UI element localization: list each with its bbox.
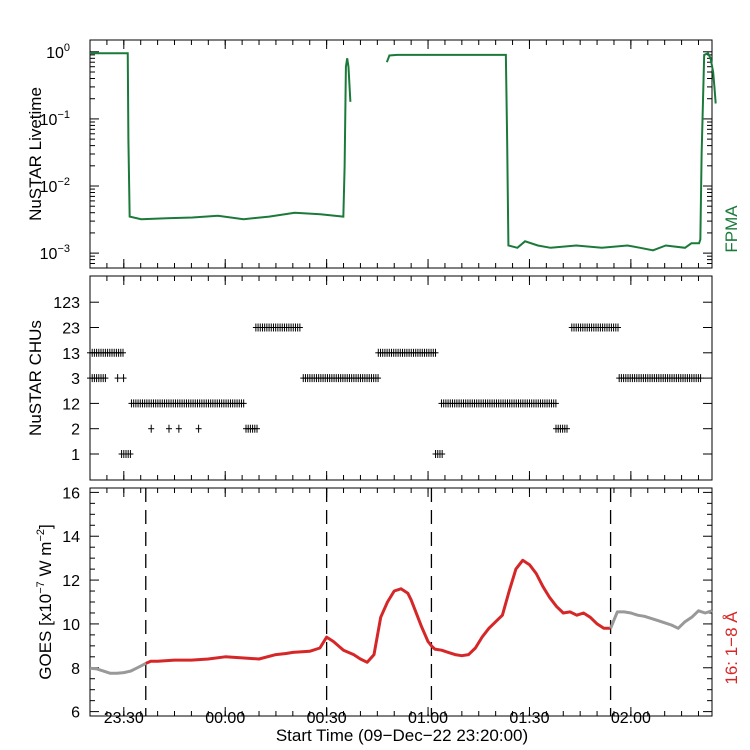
chus-marker-run	[252, 323, 303, 332]
chus-tick-label: 3	[71, 371, 80, 388]
chus-marker-run	[87, 348, 126, 357]
chus-marker-run	[242, 424, 260, 433]
chus-marker-run	[87, 374, 109, 383]
chus-marker-run	[175, 424, 182, 433]
livetime-tick-label: 100	[46, 42, 70, 62]
goes-x-tick-label: 01:00	[408, 710, 448, 727]
chus-ylabel: NuSTAR CHUs	[26, 320, 45, 436]
goes-ylabel-exp2: −2	[35, 529, 47, 542]
chus-tick-label: 23	[62, 321, 80, 338]
goes-ylabel-main: GOES [x10	[36, 594, 55, 680]
goes-tick-label: 10	[62, 617, 80, 634]
chus-marker-run	[165, 424, 172, 433]
chus-marker-run	[118, 450, 134, 458]
chus-marker-run	[438, 399, 559, 408]
livetime-tick-label: 10−2	[40, 176, 70, 196]
goes-channel-label: 16: 1−8 Å	[722, 611, 741, 685]
chus-tick-label: 123	[53, 295, 80, 312]
goes-x-tick-label: 00:00	[205, 710, 245, 727]
goes-plot-frame	[89, 487, 713, 717]
fpma-label: FPMA	[722, 205, 741, 253]
goes-tick-label: 16	[62, 485, 80, 502]
goes-ylabel-exp1: −7	[35, 581, 47, 594]
goes-gray-2-line	[609, 609, 713, 630]
goes-x-tick-label: 02:00	[611, 710, 651, 727]
chus-tick-label: 1	[71, 447, 80, 464]
goes-ylabel: GOES [x10−7 W m−2]	[35, 524, 55, 679]
livetime-tick-exp: 0	[64, 42, 70, 54]
goes-tick-label: 6	[71, 705, 80, 722]
livetime-tick-base: 10	[40, 246, 58, 263]
chus-marker-run	[114, 374, 121, 383]
livetime-ylabel: NuSTAR Livetime	[26, 87, 45, 221]
livetime-tick-exp: −3	[57, 243, 70, 255]
chus-marker-run	[195, 424, 202, 433]
livetime-tick-exp: −2	[57, 176, 70, 188]
goes-ylabel-end: ]	[36, 524, 55, 529]
livetime-fpma-line-0	[90, 52, 352, 221]
chus-marker-run	[128, 399, 247, 408]
chus-tick-label: 12	[62, 396, 80, 413]
goes-ylabel-mid: W m	[36, 542, 55, 582]
livetime-tick-exp: −1	[57, 109, 70, 121]
goes-gray-1-line	[89, 662, 147, 675]
chus-marker-run	[616, 374, 704, 383]
chus-marker-run	[148, 424, 155, 433]
livetime-tick-base: 10	[40, 112, 58, 129]
livetime-tick-base: 10	[46, 45, 64, 62]
goes-x-tick-label: 23:30	[104, 710, 144, 727]
chus-marker-run	[553, 424, 571, 433]
goes-x-tick-label: 01:30	[509, 710, 549, 727]
livetime-tick-label: 10−3	[40, 243, 70, 263]
livetime-tick-label: 10−1	[40, 109, 70, 129]
chus-tick-label: 2	[71, 422, 80, 439]
livetime-fpma-line-1	[385, 52, 717, 252]
chus-marker-run	[120, 374, 127, 383]
goes-tick-label: 8	[71, 661, 80, 678]
chus-tick-label: 13	[62, 346, 80, 363]
goes-tick-label: 14	[62, 529, 80, 546]
chus-marker-run	[568, 323, 622, 332]
chus-marker-run	[375, 348, 439, 357]
goes-red-1-line	[145, 558, 611, 665]
goes-x-tick-label: 00:30	[307, 710, 347, 727]
goes-xlabel: Start Time (09−Dec−22 23:20:00)	[276, 726, 528, 745]
chus-marker-run	[432, 450, 446, 458]
goes-tick-label: 12	[62, 573, 80, 590]
chus-marker-run	[300, 374, 382, 383]
livetime-tick-base: 10	[40, 179, 58, 196]
livetime-plot-frame	[89, 39, 713, 269]
